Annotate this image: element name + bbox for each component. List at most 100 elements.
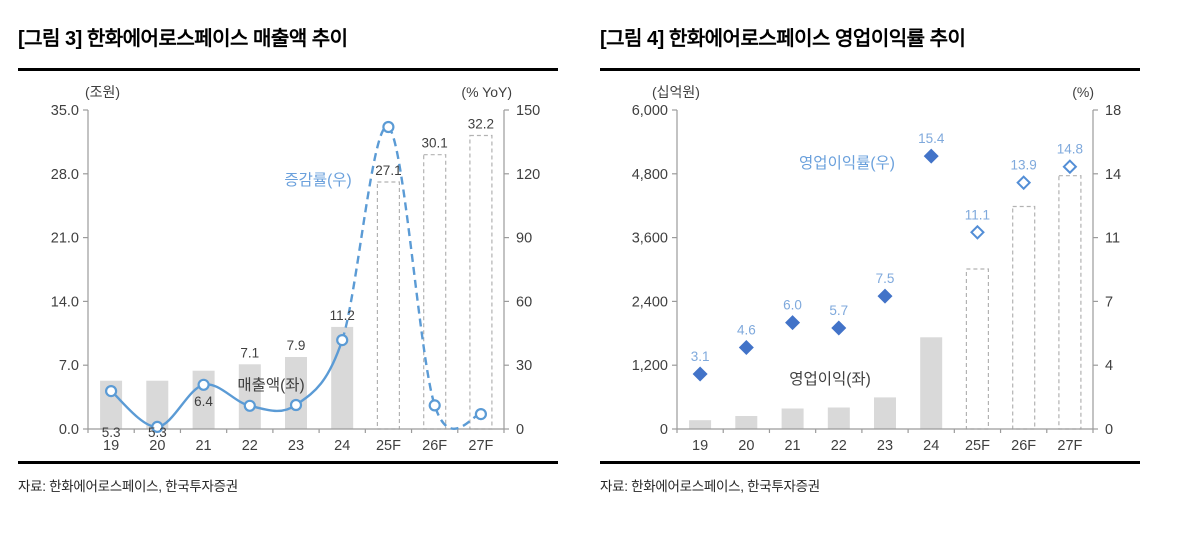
operating-margin-trend-chart: 0 1,200 2,400 3,600 4,800 6,000 0 4 7 11 14 18 19 20 2…: [632, 84, 1121, 454]
margin-marker-23: [877, 288, 893, 304]
margin-marker-19: [692, 366, 708, 382]
growth-marker-22: [243, 399, 256, 412]
right-axis-tick-label: 150: [516, 103, 540, 119]
margin-value-label: 15.4: [918, 131, 945, 146]
figure4-source: 자료: 한화에어로스페이스, 한국투자증권: [600, 461, 1140, 495]
growth-marker-26F: [428, 399, 441, 412]
right-axis-tick-label: 0: [516, 422, 524, 438]
left-axis-tick-label: 0: [660, 422, 668, 438]
margin-value-label: 3.1: [691, 349, 710, 364]
figure3-source: 자료: 한화에어로스페이스, 한국투자증권: [18, 461, 558, 495]
figure3-panel: [그림 3] 한화에어로스페이스 매출액 추이 0.0 7.0 14.0 21.0 28…: [18, 26, 558, 495]
bar-value-label-23: 7.9: [287, 338, 306, 353]
axes: [672, 109, 1098, 433]
x-axis-category-label: 23: [288, 438, 304, 454]
margin-value-label: 13.9: [1011, 158, 1037, 173]
right-axis-tick-label: 30: [516, 358, 532, 374]
revenue-trend-chart: 0.0 7.0 14.0 21.0 28.0 35.0 0 30 60 90 120 150 19 20 2…: [51, 84, 540, 454]
right-axis-tick-label: 120: [516, 167, 540, 183]
margin-value-label: 4.6: [737, 322, 756, 337]
right-axis-tick-label: 18: [1105, 103, 1121, 119]
margin-marker-21: [785, 315, 801, 331]
x-axis-category-label: 20: [149, 438, 165, 454]
growth-line-actual: [110, 339, 344, 429]
right-axis-tick-label: 7: [1105, 294, 1113, 310]
bar-22: [827, 407, 850, 429]
x-axis-category-label: 22: [831, 438, 847, 454]
growth-marker-19: [104, 385, 118, 398]
bar-value-label-26F: 30.1: [422, 136, 448, 151]
left-axis-tick-label: 14.0: [51, 294, 79, 310]
x-axis-category-label: 25F: [376, 438, 401, 454]
bar-19: [689, 420, 712, 429]
bar-20: [146, 380, 169, 429]
x-axis-category-label: 19: [692, 438, 708, 454]
bar-value-labels: 5.3 5.3 6.4 7.1 7.9 11.2 27.1 30.1 32.2: [102, 117, 494, 440]
left-axis-tick-label: 6,000: [632, 103, 668, 119]
bar-value-label-19: 5.3: [102, 425, 121, 440]
margin-value-label: 5.7: [829, 303, 848, 318]
forecast-bar-27F: [1058, 175, 1082, 430]
right-axis-tick-label: 11: [1105, 231, 1120, 247]
right-axis-tick-label: 90: [516, 231, 532, 247]
axis-tick-labels: 0 1,200 2,400 3,600 4,800 6,000 0 4 7 11 14 18 19 20 2…: [632, 103, 1121, 454]
figure4-title: [그림 4] 한화에어로스페이스 영업이익률 추이: [600, 26, 1140, 71]
x-axis-category-label: 19: [103, 438, 119, 454]
margin-marker-22: [831, 320, 847, 336]
margin-value-label: 6.0: [783, 298, 802, 313]
right-axis-unit-label: (% YoY): [461, 84, 512, 100]
bar-22: [238, 364, 261, 429]
bar-series-group: [689, 175, 1082, 430]
x-axis-category-label: 27F: [468, 438, 493, 454]
growth-marker-24: [336, 334, 349, 347]
margin-value-label: 14.8: [1057, 142, 1083, 157]
forecast-bar-26F: [1012, 205, 1036, 430]
margin-marker-forecast-25F: [970, 224, 985, 240]
x-axis-category-label: 22: [242, 438, 258, 454]
x-axis-category-label: 26F: [422, 438, 447, 454]
axis-tick-labels: 0.0 7.0 14.0 21.0 28.0 35.0 0 30 60 90 120 150 19 20 2…: [51, 103, 540, 454]
growth-marker-27F: [474, 408, 487, 421]
right-axis-tick-label: 60: [516, 294, 532, 310]
forecast-bar-26F: [423, 154, 447, 430]
x-axis-category-label: 26F: [1011, 438, 1036, 454]
figure3-title: [그림 3] 한화에어로스페이스 매출액 추이: [18, 26, 558, 71]
margin-marker-group: 3.1 4.6 6.0 5.7 7.5 15.4 11.1 13.9 14.8: [691, 131, 1083, 382]
report-figures-page: [그림 3] 한화에어로스페이스 매출액 추이 0.0 7.0 14.0 21.0 28…: [18, 26, 1140, 495]
forecast-bar-25F: [376, 181, 400, 430]
figure3-chart-area: 0.0 7.0 14.0 21.0 28.0 35.0 0 30 60 90 120 150 19 20 2…: [18, 79, 558, 459]
right-axis-tick-label: 4: [1105, 358, 1113, 374]
forecast-bar-27F: [469, 134, 493, 430]
left-axis-unit-label: (십억원): [652, 84, 700, 100]
margin-marker-forecast-26F: [1016, 175, 1032, 191]
bar-value-label-24: 11.2: [330, 308, 355, 323]
x-axis-category-label: 20: [738, 438, 754, 454]
growth-marker-20: [151, 420, 164, 433]
left-axis-tick-label: 0.0: [59, 422, 79, 438]
left-axis-unit-label: (조원): [85, 84, 120, 100]
growth-line-forecast: [341, 125, 482, 430]
bar-20: [735, 416, 758, 429]
right-axis-tick-label: 14: [1105, 167, 1121, 183]
x-axis-category-label: 24: [923, 438, 939, 454]
right-axis-unit-label: (%): [1072, 84, 1094, 100]
x-axis-category-label: 25F: [965, 438, 990, 454]
left-axis-tick-label: 7.0: [59, 358, 79, 374]
bar-value-label-27F: 32.2: [468, 117, 494, 132]
axes: [83, 109, 509, 433]
growth-marker-23: [289, 398, 303, 412]
figure4-panel: [그림 4] 한화에어로스페이스 영업이익률 추이 0 1,200 2,400 3,6…: [600, 26, 1140, 495]
bar-21: [781, 408, 804, 429]
bar-24: [920, 337, 943, 429]
growth-marker-25F: [382, 120, 395, 134]
profit-series-label: 영업이익(좌): [789, 370, 871, 388]
bar-23: [285, 357, 307, 429]
left-axis-tick-label: 28.0: [51, 167, 79, 183]
bar-value-label-21: 6.4: [194, 394, 213, 409]
left-axis-tick-label: 2,400: [632, 294, 668, 310]
bar-value-label-25F: 27.1: [375, 163, 401, 178]
growth-marker-21: [197, 378, 210, 391]
revenue-series-label: 매출액(좌): [237, 376, 304, 394]
margin-marker-24: [923, 148, 939, 164]
x-axis-category-label: 27F: [1057, 438, 1082, 454]
